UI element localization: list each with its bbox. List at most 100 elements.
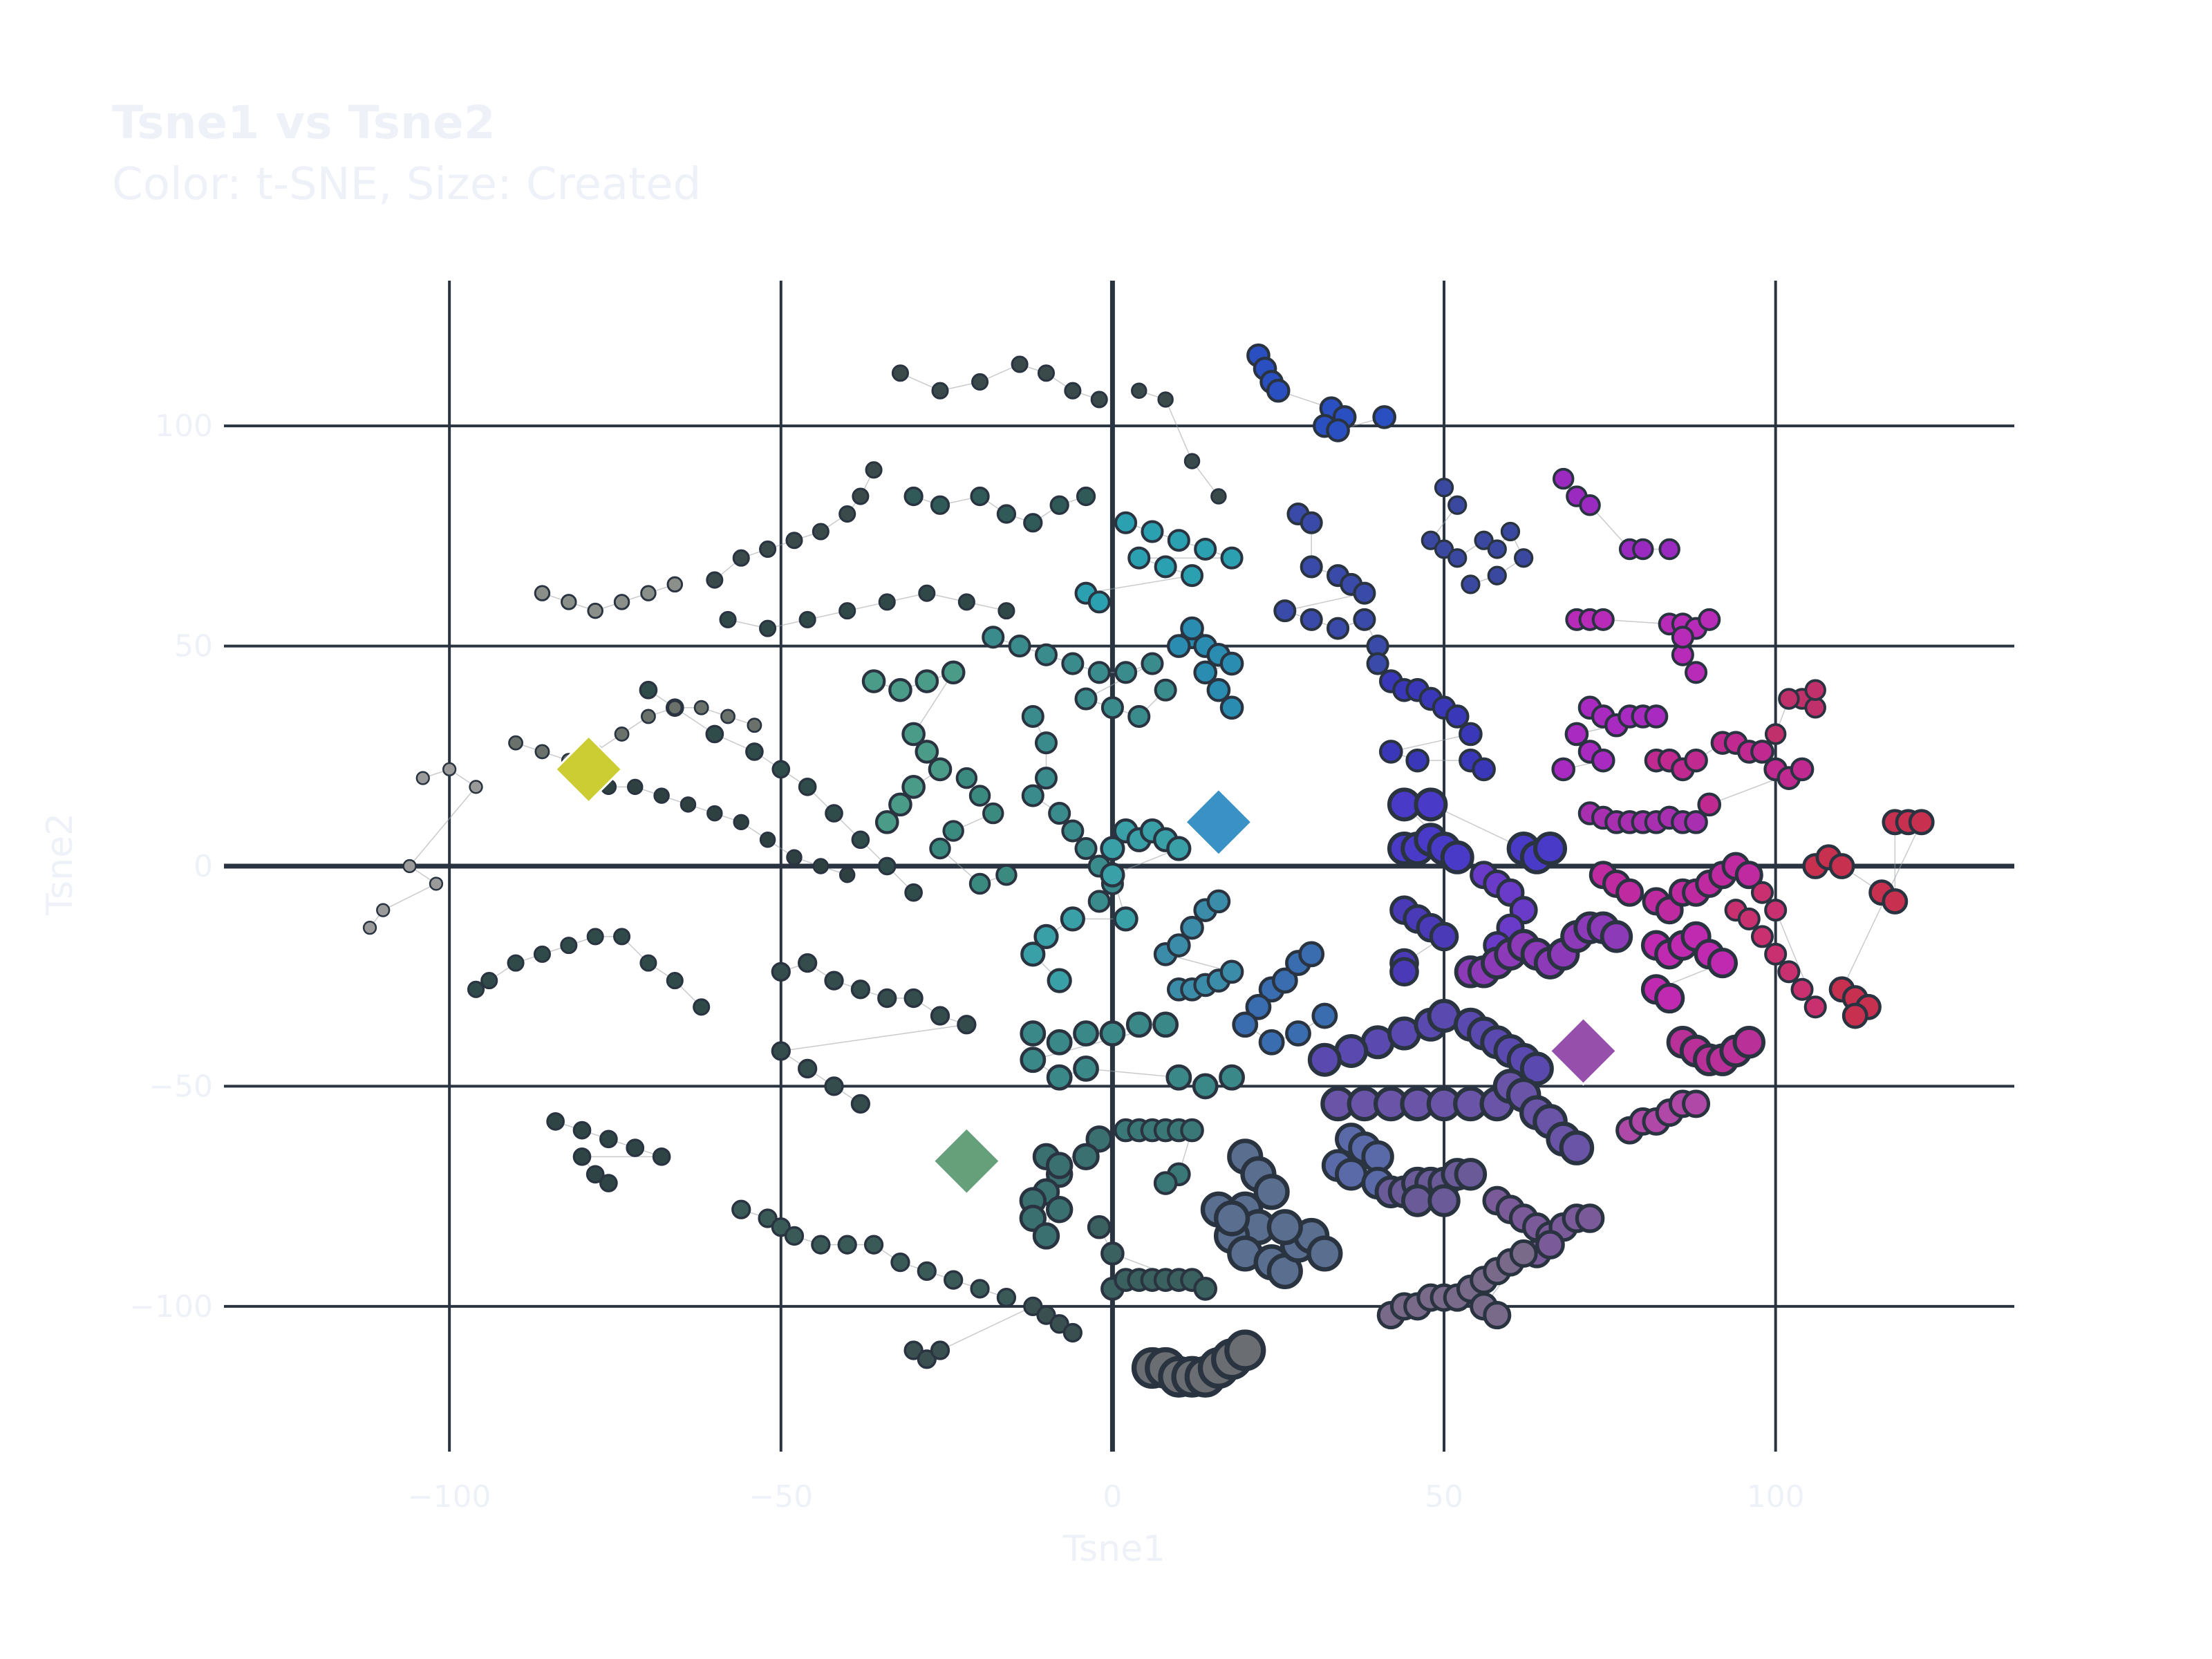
data-point — [903, 1340, 924, 1360]
data-point — [1127, 704, 1151, 729]
data-point — [1165, 1064, 1192, 1091]
data-point — [838, 866, 856, 883]
data-point — [811, 1235, 831, 1255]
data-point — [1474, 530, 1494, 550]
data-point — [1421, 530, 1441, 550]
data-point — [1045, 1196, 1074, 1224]
y-tick-label: 50 — [174, 629, 213, 664]
data-point — [1552, 467, 1575, 490]
data-point — [720, 709, 735, 724]
data-point — [533, 945, 551, 963]
data-point — [1020, 1047, 1047, 1074]
data-point — [1157, 391, 1174, 408]
data-point — [785, 532, 803, 550]
data-point — [1219, 959, 1244, 984]
data-point — [1087, 590, 1111, 614]
data-point — [1366, 652, 1389, 675]
data-point — [719, 610, 737, 628]
data-point — [1100, 862, 1125, 888]
data-point — [758, 1208, 778, 1228]
data-point — [1047, 968, 1072, 993]
data-point — [1459, 722, 1483, 747]
data-point — [1764, 899, 1788, 922]
link-line — [1284, 592, 1365, 612]
data-point — [982, 626, 1005, 649]
data-point — [1579, 494, 1601, 516]
data-point — [1273, 599, 1297, 623]
data-point — [1213, 1200, 1250, 1237]
data-point — [1564, 722, 1589, 747]
data-point — [1591, 608, 1615, 631]
data-point — [928, 757, 953, 782]
y-tick-label: −100 — [129, 1289, 213, 1324]
data-point — [759, 832, 776, 848]
data-point — [1099, 1020, 1126, 1047]
data-point — [626, 778, 644, 796]
data-point — [679, 796, 697, 813]
data-point — [1008, 635, 1031, 658]
data-point — [1206, 677, 1231, 702]
data-point — [362, 921, 377, 935]
data-point — [1378, 740, 1403, 764]
data-point — [1307, 1042, 1342, 1077]
data-point — [917, 1349, 937, 1369]
data-point — [639, 680, 658, 700]
data-point — [759, 540, 777, 559]
data-point — [1427, 1184, 1461, 1217]
data-point — [1193, 1277, 1218, 1301]
data-point — [1219, 1064, 1245, 1091]
data-point — [931, 382, 949, 400]
data-point — [1245, 993, 1272, 1020]
data-point — [1166, 836, 1192, 861]
data-point — [968, 785, 991, 807]
data-point — [733, 814, 749, 831]
data-point — [640, 585, 657, 601]
data-point — [1154, 678, 1177, 702]
data-point — [1219, 651, 1244, 676]
data-point — [1632, 538, 1654, 561]
data-point — [1073, 1020, 1099, 1047]
data-point — [1193, 660, 1218, 685]
data-point — [1533, 832, 1568, 866]
data-point — [1519, 1051, 1554, 1086]
data-point — [1021, 784, 1044, 807]
data-point — [1125, 1011, 1152, 1038]
link-line — [1085, 1068, 1179, 1078]
data-point — [1206, 889, 1231, 914]
data-point — [1032, 1222, 1060, 1250]
data-point — [1049, 1314, 1069, 1334]
data-point — [1353, 581, 1376, 605]
data-point — [613, 928, 631, 946]
data-point — [888, 792, 912, 817]
data-point — [1804, 697, 1826, 719]
data-point — [1591, 748, 1615, 773]
data-point — [1803, 995, 1827, 1019]
data-point — [771, 962, 791, 982]
data-point — [1100, 1241, 1125, 1266]
data-point — [1048, 802, 1071, 825]
data-point — [705, 724, 724, 744]
data-point — [1551, 757, 1576, 782]
data-point — [572, 1121, 592, 1140]
data-point — [1707, 947, 1738, 979]
data-point — [957, 593, 975, 611]
chart-subtitle: Color: t-SNE, Size: Created — [112, 159, 701, 210]
data-point — [929, 837, 951, 860]
data-point — [1033, 924, 1059, 950]
data-point — [1060, 906, 1085, 932]
data-point — [1400, 1184, 1434, 1217]
data-point — [1750, 881, 1774, 904]
link-line — [1165, 399, 1193, 462]
data-point — [732, 549, 750, 567]
data-point — [546, 1112, 565, 1131]
y-tick-label: 100 — [155, 409, 213, 444]
data-point — [1074, 687, 1098, 711]
y-tick-label: 0 — [194, 849, 213, 884]
link-line — [912, 672, 954, 735]
data-point — [1372, 405, 1397, 429]
data-point — [1266, 1209, 1303, 1246]
data-point — [639, 954, 657, 972]
data-point — [1011, 355, 1029, 373]
data-point — [1152, 1011, 1179, 1038]
data-point — [1600, 920, 1633, 953]
